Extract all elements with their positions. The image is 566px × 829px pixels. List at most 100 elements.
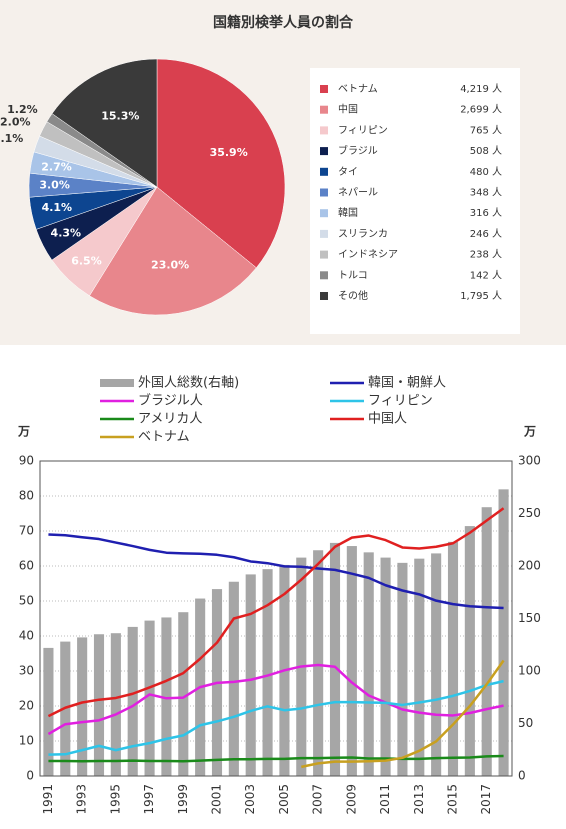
y2-tick-label: 200 (518, 559, 541, 573)
legend-label: フィリピン (338, 124, 388, 136)
legend-swatch (320, 229, 328, 238)
x-tick-label: 2005 (277, 784, 291, 815)
bar (363, 552, 374, 776)
x-tick-label: 2013 (412, 784, 426, 815)
y2-tick-label: 100 (518, 664, 541, 678)
line-series (48, 754, 504, 763)
pie-title: 国籍別検挙人員の割合 (213, 14, 354, 31)
legend-swatch (320, 126, 328, 135)
legend-label: ネパール (338, 187, 378, 199)
legend-swatch (320, 188, 328, 197)
bar (431, 553, 442, 776)
legend-count: 142 人 (470, 269, 502, 281)
y-tick-label: 70 (19, 524, 34, 538)
y-tick-label: 10 (19, 734, 34, 748)
bar (144, 620, 155, 776)
x-tick-label: 2015 (446, 784, 460, 815)
legend-swatch (320, 292, 328, 300)
y2-tick-label: 300 (518, 454, 541, 468)
y-tick-label: 0 (26, 769, 34, 783)
line-series (301, 659, 505, 769)
legend-label: ベトナム (338, 83, 378, 95)
y-tick-label: 30 (19, 664, 34, 678)
legend-swatch (320, 167, 328, 176)
bar (127, 626, 138, 776)
y-tick-label: 50 (19, 594, 34, 608)
pie-slice (51, 58, 158, 188)
bar (43, 647, 54, 776)
bar (178, 612, 189, 776)
legend-label: ブラジル (338, 144, 378, 157)
bar (414, 558, 425, 776)
y-tick-label: 60 (19, 559, 34, 573)
pie-label: 3.0% (39, 179, 70, 192)
bar (77, 637, 88, 776)
x-tick-label: 2009 (344, 784, 358, 815)
y-axis-label: 万 (17, 425, 30, 439)
x-tick-label: 2003 (243, 784, 257, 815)
pie-label: 2.1% (0, 132, 23, 145)
legend-label: 韓国・朝鮮人 (368, 376, 446, 391)
y2-axis-label: 万 (523, 425, 536, 439)
legend-count: 508 人 (470, 145, 502, 157)
pie-label: 4.1% (42, 201, 73, 214)
line-series (48, 533, 504, 610)
x-tick-label: 1997 (142, 784, 156, 815)
bar (481, 507, 492, 776)
legend-label: アメリカ人 (138, 412, 202, 427)
legend-swatch (320, 147, 328, 156)
y-tick-label: 80 (19, 489, 34, 503)
bar (228, 581, 239, 776)
legend-count: 480 人 (470, 166, 502, 178)
bar (313, 550, 324, 776)
legend-count: 1,795 人 (460, 290, 502, 302)
y-tick-label: 40 (19, 629, 34, 643)
legend-swatch (320, 271, 328, 280)
legend-label: トルコ (338, 270, 368, 281)
y2-tick-label: 50 (518, 716, 533, 730)
x-tick-label: 2017 (479, 784, 493, 815)
x-tick-label: 1991 (41, 784, 55, 815)
pie-label: 23.0% (151, 258, 189, 271)
pie-label: 2.0% (0, 115, 31, 128)
legend-count: 246 人 (470, 228, 502, 240)
y-tick-label: 20 (19, 699, 34, 713)
x-tick-label: 2001 (210, 784, 224, 815)
y2-tick-label: 0 (518, 769, 526, 783)
bar (346, 546, 357, 776)
pie-label: 35.9% (210, 146, 248, 159)
bar (245, 574, 256, 776)
legend-count: 765 人 (470, 124, 502, 136)
legend-label: タイ (338, 166, 358, 178)
pie-label: 15.3% (101, 110, 139, 123)
legend-label: 韓国 (338, 207, 358, 219)
pie-slice (156, 58, 286, 269)
pie-label: 6.5% (71, 254, 102, 267)
line-series (47, 663, 504, 736)
legend-label: 中国人 (368, 412, 407, 427)
pie-label: 4.3% (51, 227, 82, 240)
legend-count: 348 人 (470, 187, 502, 199)
legend-label: ブラジル人 (138, 393, 203, 409)
legend-count: 2,699 人 (460, 104, 502, 116)
bar (161, 617, 172, 776)
x-tick-label: 1999 (176, 784, 190, 815)
bar (262, 569, 273, 776)
pie-slice (89, 186, 257, 316)
x-tick-label: 2007 (311, 784, 325, 815)
x-tick-label: 2011 (378, 784, 392, 815)
bar (110, 633, 121, 776)
legend-swatch (100, 379, 134, 387)
legend-count: 4,219 人 (460, 83, 502, 95)
legend-swatch (320, 85, 328, 93)
legend-count: 316 人 (470, 207, 502, 219)
line-series (48, 679, 504, 756)
bar (464, 526, 475, 776)
bar (498, 489, 509, 776)
pie-label: 2.7% (41, 160, 72, 173)
legend-label: インドネシア (338, 249, 398, 261)
legend-label: 中国 (338, 103, 358, 116)
legend-label: フィリピン (368, 394, 433, 409)
legend-swatch (320, 250, 328, 259)
pie-label: 1.2% (7, 103, 38, 116)
